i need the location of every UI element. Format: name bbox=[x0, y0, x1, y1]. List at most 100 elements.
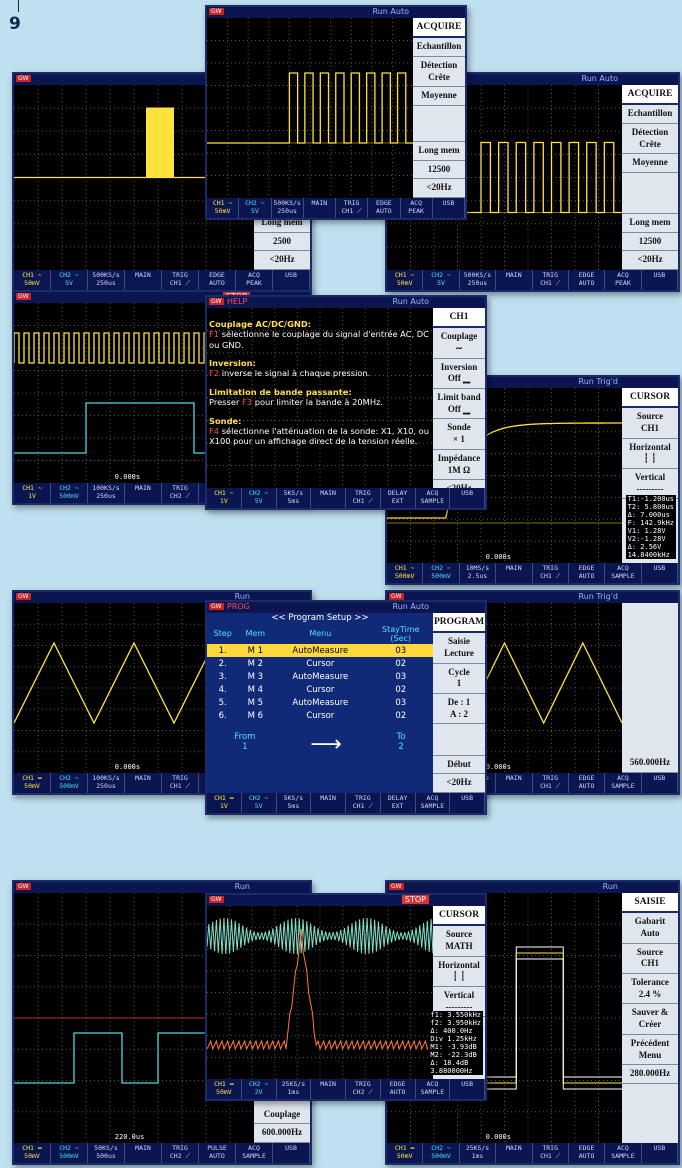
cell: Cursor bbox=[306, 658, 335, 669]
help-body: F4 sélectionne l'atténuation de la sonde… bbox=[209, 426, 429, 447]
help-body: F1 sélectionne le couplage du signal d'e… bbox=[209, 329, 429, 350]
bottom-cell: TRIG CH1 ⟋ bbox=[162, 773, 199, 793]
readout: 3.880000Hz bbox=[428, 1067, 483, 1075]
help-heading: Sonde: bbox=[209, 415, 242, 426]
bottom-cell: MAIN bbox=[311, 488, 346, 508]
bottom-cell: USB bbox=[642, 1143, 678, 1163]
menu-item: 2500 bbox=[254, 233, 310, 252]
plot-area bbox=[207, 18, 413, 198]
bottom-cell: CH1 ∼ 1V bbox=[207, 488, 242, 508]
menu-item: Détection Crête bbox=[622, 124, 678, 155]
cell: Cursor bbox=[306, 684, 335, 695]
bottom-cell: ACQ SAMPLE bbox=[605, 1143, 642, 1163]
oscilloscope-screen: GW STOP CURSOR Source MATH Horizontal ┆ ┆ Ver… bbox=[205, 893, 487, 1101]
bottom-cell: MAIN bbox=[311, 793, 346, 813]
menu-item: CH1 bbox=[433, 308, 485, 329]
cell: 2. bbox=[218, 658, 227, 669]
bottom-cell: PULSE AUTO bbox=[199, 1143, 236, 1163]
bottom-cell: MAIN bbox=[125, 773, 162, 793]
menu-item bbox=[433, 724, 485, 756]
menu-item: <20Hz bbox=[433, 774, 485, 793]
bottom-cell: CH2 ∼ 2V bbox=[242, 1079, 277, 1099]
logo: GW bbox=[16, 593, 31, 600]
side-menu: ACQUIRE Echantillon Détection Crête Moyenne… bbox=[413, 18, 465, 198]
status-bar: GW STOP bbox=[207, 895, 485, 906]
readout: V2:-1.28V bbox=[625, 535, 676, 543]
bottom-bar: CH1 ∼ 1V CH2 ∼ 5V 5KS/s 5ms MAIN TRIG CH1 ⟋ D… bbox=[207, 488, 485, 508]
status-bar: GW Run bbox=[14, 882, 310, 893]
bottom-cell: USB bbox=[450, 488, 485, 508]
time-offset: 0.000s bbox=[485, 553, 511, 561]
table: Step Mem Menu StayTime (Sec) 1. M 1 AutoMeasur… bbox=[207, 623, 433, 722]
side-menu: SAISIE Gabarit Auto Source CH1 Tolerance 2.… bbox=[622, 893, 678, 1143]
bottom-cell: CH2 ∼ 5V bbox=[51, 270, 88, 290]
menu-item: <20Hz bbox=[622, 251, 678, 270]
bottom-cell: 500KS/s 250us bbox=[88, 270, 125, 290]
run-status: STOP bbox=[401, 895, 429, 904]
cell: 02 bbox=[395, 684, 407, 695]
from-to: From 1 ⟶ To 2 bbox=[207, 732, 433, 757]
readout: f1: 3.550kHz bbox=[428, 1011, 483, 1019]
menu-item bbox=[413, 106, 465, 142]
cell: 02 bbox=[395, 710, 407, 721]
status-bar: GW HELP Run Auto bbox=[207, 297, 485, 308]
waveform bbox=[207, 917, 433, 954]
time-offset: 0.000s bbox=[485, 1133, 511, 1141]
cell: 6. bbox=[218, 710, 227, 721]
menu-item: Détection Crête bbox=[413, 57, 465, 88]
menu-item: Impédance 1M Ω bbox=[433, 450, 485, 481]
menu-item: Tolerance 2.4 % bbox=[622, 974, 678, 1005]
bottom-cell: ACQ PEAK bbox=[401, 198, 433, 218]
bottom-cell: 25KS/s 1ms bbox=[460, 1143, 497, 1163]
bottom-cell: EDGE AUTO bbox=[569, 773, 606, 793]
side-menu: CH1 Couplage ∼ Inversion Off ▁ Limit band O… bbox=[433, 308, 485, 499]
cell: 03 bbox=[368, 644, 433, 657]
help-text-part: inverse le signal à chaque pression. bbox=[219, 368, 371, 379]
menu-item: Echantillon bbox=[413, 38, 465, 58]
cell: AutoMeasure bbox=[292, 671, 349, 682]
readout: T2: 5.800us bbox=[625, 503, 676, 511]
menu-item: Sonde × 1 bbox=[433, 419, 485, 450]
time-offset: 0.000s bbox=[485, 763, 511, 771]
menu-item: Limit band Off ▁ bbox=[433, 389, 485, 420]
help-key: F3 bbox=[242, 397, 253, 408]
bottom-cell: ACQ SAMPLE bbox=[416, 1079, 451, 1099]
logo: GW bbox=[16, 75, 31, 82]
bottom-bar: CH1 ∼ 500mV CH2 ∼ 500mV 10MS/s 2.5us MAIN TR… bbox=[387, 563, 678, 583]
menu-item: Horizontal ┆ ┆ bbox=[433, 957, 485, 988]
waveform bbox=[14, 402, 254, 454]
help-text-part: sélectionne l'atténuation de la sonde: X… bbox=[209, 425, 429, 447]
logo: GW bbox=[209, 298, 224, 305]
run-status: Run Auto bbox=[392, 602, 429, 611]
bottom-cell: USB bbox=[433, 198, 465, 218]
cell: 02 bbox=[395, 658, 407, 669]
bottom-cell: CH1 ∼ 50mV bbox=[387, 270, 424, 290]
column-header: Step bbox=[213, 629, 232, 638]
bottom-cell: 10MS/s 2.5us bbox=[460, 563, 497, 583]
readout: Δ: 18.4dB bbox=[428, 1059, 483, 1067]
help-heading: Inversion: bbox=[209, 358, 256, 369]
cell: 4. bbox=[218, 684, 227, 695]
help-body: F2 inverse le signal à chaque pression. bbox=[209, 368, 429, 378]
bottom-cell: CH1 ═ 50mV bbox=[207, 1079, 242, 1099]
bottom-cell: CH1 ═ 1V bbox=[207, 793, 242, 813]
bottom-cell: USB bbox=[450, 1079, 485, 1099]
to: To 2 bbox=[396, 732, 406, 752]
menu-item: <20Hz bbox=[413, 179, 465, 198]
menu-item: CURSOR bbox=[433, 906, 485, 927]
bottom-cell: CH2 ∼ 500mV bbox=[423, 563, 460, 583]
bottom-cell: CH2 ∼ 5V bbox=[242, 793, 277, 813]
bottom-cell: USB bbox=[273, 1143, 310, 1163]
program-row: 1. M 1 AutoMeasure 03 bbox=[207, 644, 433, 657]
menu-item: Long mem bbox=[254, 214, 310, 233]
menu-item: CURSOR bbox=[622, 388, 678, 409]
logo: GW bbox=[209, 8, 224, 15]
time-offset: 220.0us bbox=[114, 1133, 145, 1141]
plot-area bbox=[207, 906, 433, 1079]
bottom-cell: EDGE AUTO bbox=[569, 1143, 606, 1163]
menu-item: Long mem bbox=[413, 142, 465, 161]
